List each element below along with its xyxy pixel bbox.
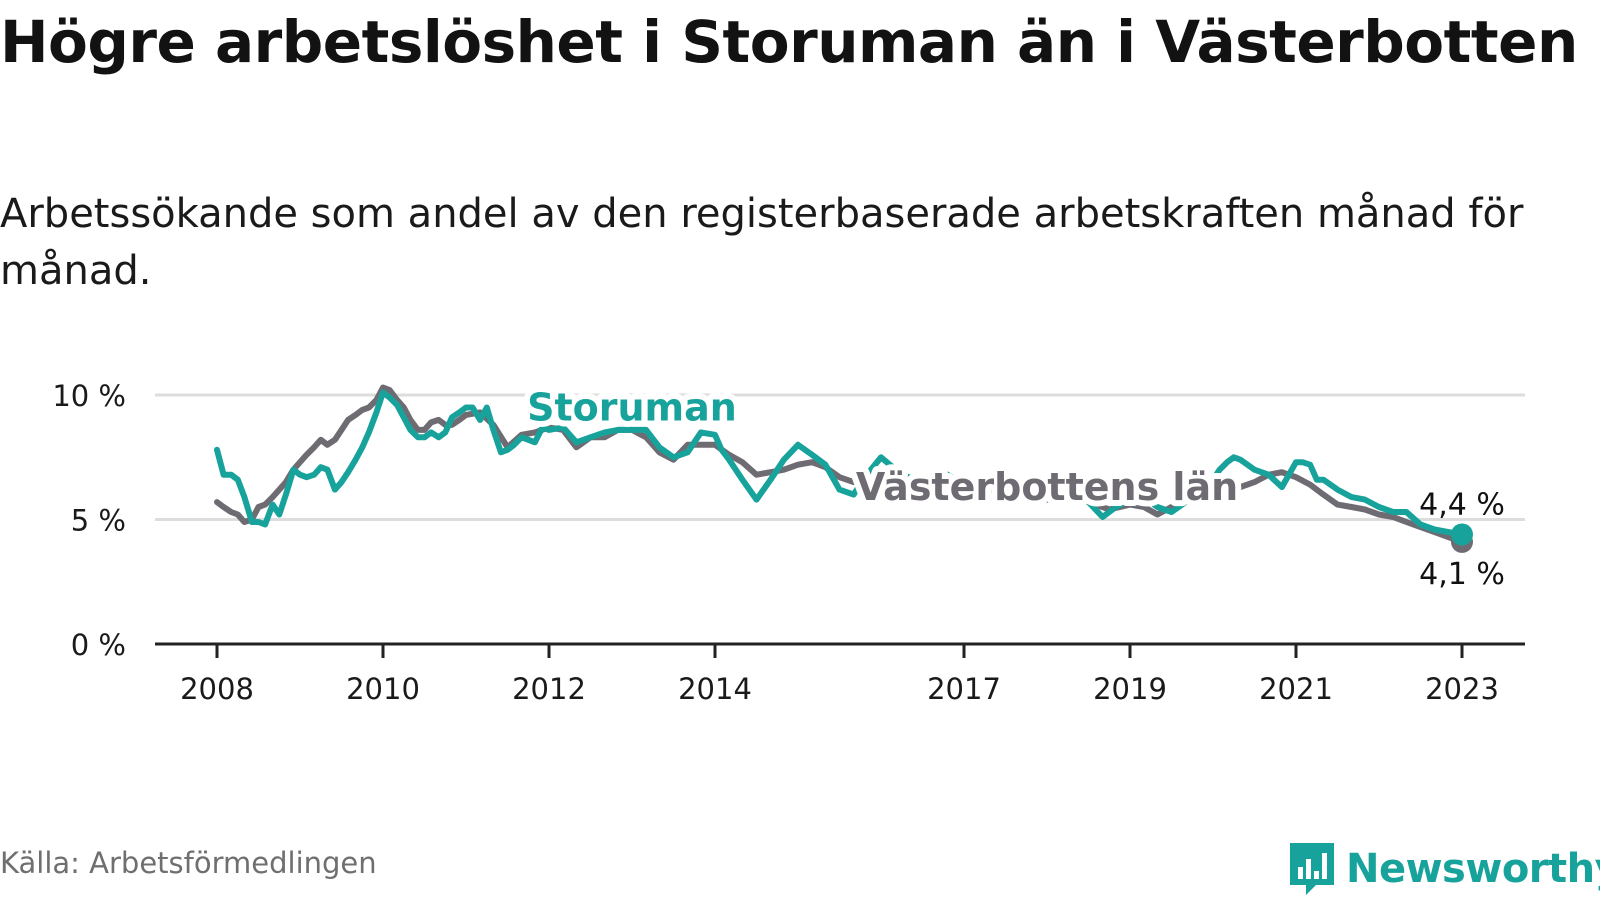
x-tick-label-2014: 2014: [678, 672, 752, 706]
brand-name: Newsworthy: [1346, 846, 1600, 892]
y-tick-label-10: 10 %: [52, 379, 126, 413]
source-note: Källa: Arbetsförmedlingen: [0, 846, 377, 880]
end-label-vasterbottens-lan: 4,1 %: [1419, 557, 1505, 592]
series-line-storuman: [214, 389, 1465, 538]
y-tick-label-0: 0 %: [71, 628, 126, 662]
end-point-storuman: [1451, 523, 1473, 546]
x-tick-label-2012: 2012: [512, 672, 586, 706]
x-tick-label-2008: 2008: [180, 672, 254, 706]
series-label-vasterbottens-lan: Västerbottens län: [856, 465, 1238, 509]
x-tick-label-2010: 2010: [346, 672, 420, 706]
brand-logo[interactable]: Newsworthy: [1288, 838, 1600, 900]
x-tick-label-2019: 2019: [1093, 672, 1167, 706]
newsworthy-logo-icon: [1290, 843, 1334, 895]
end-label-storuman: 4,4 %: [1419, 487, 1505, 522]
y-tick-label-5: 5 %: [71, 504, 126, 538]
line-chart: 2008 2010 2012 2014 2017 2019 2021 2023 0 % 5 % 1…: [52, 379, 1525, 706]
x-tick-label-2021: 2021: [1259, 672, 1333, 706]
x-tick-label-2017: 2017: [927, 672, 1001, 706]
series-lines: [214, 384, 1465, 545]
x-axis-ticks: 2008 2010 2012 2014 2017 2019 2021 2023: [155, 642, 1525, 706]
series-label-storuman: Storuman: [527, 385, 737, 429]
x-tick-label-2023: 2023: [1425, 672, 1499, 706]
chart-subtitle: Arbetssökande som andel av den registerb…: [0, 191, 1524, 294]
y-axis-ticks: 0 % 5 % 10 %: [52, 379, 126, 662]
series-labels: 4,4 % 4,1 % Storuman Västerbottens län: [521, 379, 1505, 592]
chart-title: Högre arbetslöshet i Storuman än i Väste…: [0, 8, 1578, 76]
